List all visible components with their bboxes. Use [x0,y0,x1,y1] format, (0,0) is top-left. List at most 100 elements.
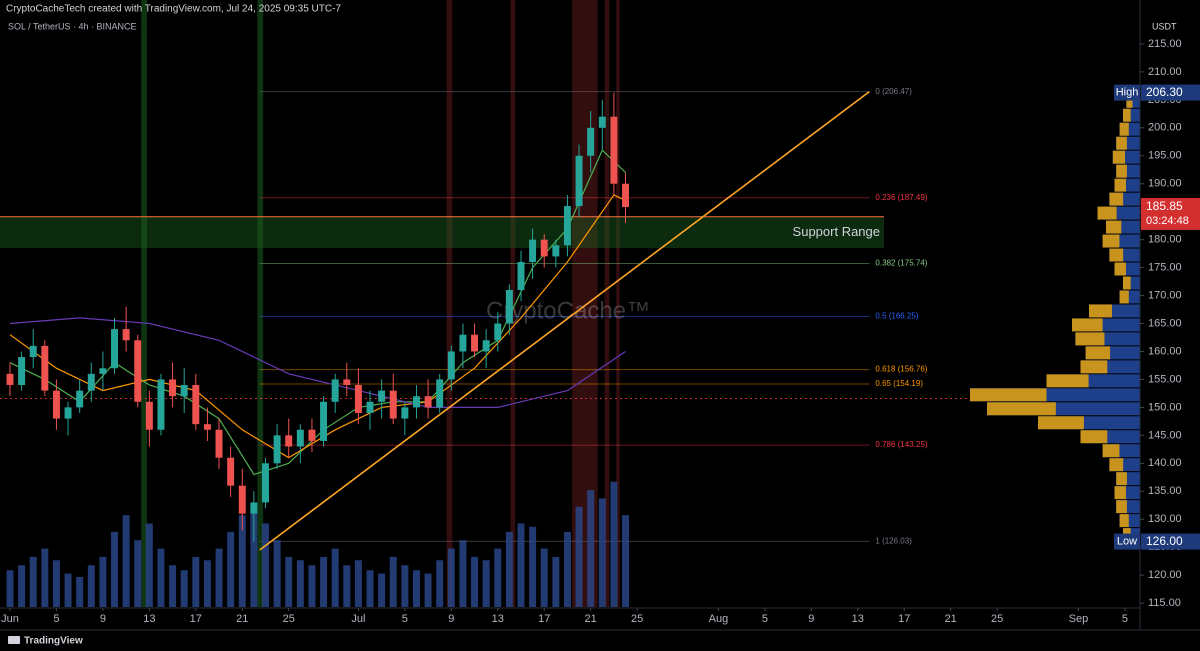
candle-body [447,351,455,380]
candle-body [598,116,606,128]
volume-bar [343,565,351,607]
volume-bar [424,573,432,607]
candle-body [273,435,281,464]
candle-body [76,390,84,408]
volume-bar [587,490,595,607]
candle-body [250,502,258,514]
candle-body [180,385,188,397]
marker-value: 126.00 [1146,534,1183,548]
volume-bar [76,576,84,607]
moving-average [9,317,626,408]
last-price-box [1141,197,1200,230]
profile-bar-accent [1112,150,1126,164]
candle-body [285,435,293,447]
profile-bar-accent [1109,248,1124,262]
candle-body [320,401,328,441]
profile-bar-accent [1102,444,1120,458]
y-tick-label: 135.00 [1148,485,1182,497]
profile-bar-accent [1075,332,1105,346]
profile-bar-accent [1119,122,1129,136]
profile-bar-accent [987,402,1056,416]
profile-bar-accent [1119,290,1129,304]
volume-bar [517,523,525,607]
profile-bar-accent [1109,458,1124,472]
candle-body [343,379,351,386]
y-tick-label: 195.00 [1148,150,1182,162]
moving-average [9,194,626,459]
candle-body [18,357,26,386]
candle-body [378,390,386,402]
candle-body [296,429,304,447]
y-tick-label: 155.00 [1148,373,1182,385]
volume-bar [552,556,560,607]
volume-bar [227,531,235,607]
candle-body [459,334,467,352]
x-tick-label: 21 [945,613,957,625]
marker-tag [1114,84,1140,101]
profile-bar-accent [970,388,1047,402]
candle-body [238,485,246,514]
x-tick-label: 9 [100,613,106,625]
volume-bar [41,548,49,607]
volume-bar [215,548,223,607]
marker-tag [1114,533,1140,550]
x-tick-label: 5 [1122,613,1128,625]
marker-value-box [1141,533,1200,550]
volume-bar [331,548,339,607]
candle-body [64,407,72,419]
candle-body [331,379,339,402]
x-tick-label: 13 [852,613,864,625]
profile-bar-accent [1119,514,1129,528]
candle-body [52,390,60,419]
volume-bar [471,556,479,607]
volume-bar [505,531,513,607]
volume-bar [29,556,37,607]
candle-body [169,379,177,397]
x-tick-label: Jul [351,613,365,625]
x-tick-label: Jun [1,613,19,625]
profile-bar-accent [1114,178,1126,192]
volume-bar [622,515,629,607]
y-tick-label: 180.00 [1148,234,1182,246]
profile-bar-accent [1116,500,1127,514]
volume-bar [296,560,304,607]
volume-bar [378,573,386,607]
candle-body [192,385,200,425]
candle-body [308,429,316,441]
symbol: SOL / TetherUS · 4h · BINANCE [8,21,137,31]
candle-body [494,323,502,341]
volume-bar [308,565,316,607]
candle-body [215,429,223,458]
volume-bar [180,570,188,607]
volume-bar [87,565,95,607]
marker-value: 206.30 [1146,85,1183,99]
last-price: 185.85 [1146,199,1183,213]
fib-label: 0.786 (143.25) [875,440,927,449]
x-tick-label: 9 [448,613,454,625]
candle-body [227,457,235,486]
volume-bar [540,548,548,607]
candle-body [424,396,432,408]
fib-label: 0.5 (166.25) [875,312,918,321]
x-tick-label: 17 [190,613,202,625]
volume-bar [412,570,420,607]
candle-body [482,340,490,352]
volume-bar [18,565,26,607]
volume-bar [436,560,444,607]
y-tick-label: 130.00 [1148,513,1182,525]
candle-body [575,155,583,207]
candle-body [157,379,165,430]
candle-body [622,183,629,207]
profile-bar-accent [1102,234,1120,248]
fib-label: 0.618 (156.76) [875,365,927,374]
candle-body [517,262,525,290]
overlay: Support Range 0 (206.47) 0.236 (187.49) 0.3… [1,38,1200,625]
candle-body [401,407,409,419]
watermark: CryptoCache™ [486,297,650,324]
profile-bar-accent [1038,416,1084,430]
volume-bar [203,560,211,607]
candle-body [587,127,595,156]
volume-bar [169,565,177,607]
